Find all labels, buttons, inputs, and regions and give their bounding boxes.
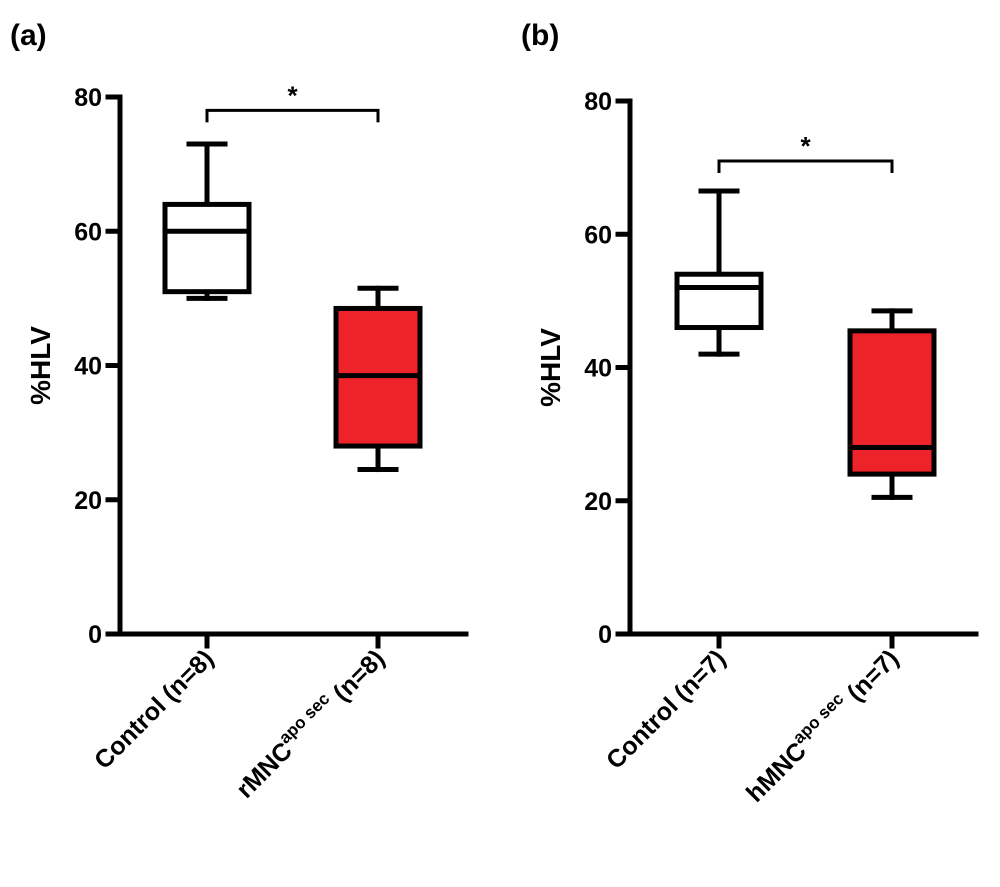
y-tick-label: 20	[74, 487, 102, 515]
x-category-label: Control (n=8)	[89, 644, 219, 774]
box-plot-2	[333, 285, 423, 473]
x-category-label-superscript: apo sec	[789, 689, 847, 747]
x-category-label: Control (n=7)	[601, 644, 731, 774]
x-category-label-main: Control (n=8)	[89, 644, 219, 774]
y-tick-label: 0	[88, 621, 102, 649]
y-tick-label: 80	[74, 84, 102, 112]
y-axis-label: %HLV	[25, 326, 56, 405]
y-tick-label: 80	[584, 88, 612, 116]
x-category-label-main: hMNC	[741, 737, 812, 808]
x-category-label-superscript: apo sec	[275, 689, 333, 747]
box-plot-1	[162, 141, 252, 301]
iqr-box	[847, 328, 937, 477]
panel-label: (a)	[10, 19, 47, 52]
significance-bracket	[205, 108, 380, 123]
box-plot-2	[847, 308, 937, 500]
chart-panel-b: (b) 0 20 40 60 80 %HLV * Control (n=7) hMNCapo se…	[521, 19, 979, 808]
y-axis-label: %HLV	[535, 328, 566, 407]
x-category-label-main: Control (n=7)	[601, 644, 731, 774]
significance-marker: *	[287, 80, 298, 110]
panel-label: (b)	[521, 19, 559, 52]
x-category-label-count: (n=8)	[323, 644, 390, 711]
y-tick-label: 40	[584, 355, 612, 383]
x-category-label-count: (n=7)	[837, 644, 904, 711]
x-category-label: hMNCapo sec (n=7)	[738, 642, 904, 808]
y-tick-label: 40	[74, 353, 102, 381]
y-tick-label: 20	[584, 488, 612, 516]
significance-marker: *	[800, 131, 811, 161]
box-plot-1	[674, 188, 764, 357]
chart-panel-a: (a) 0 20 40 60 80 %HLV * Control (n=8) rMNCapo se…	[10, 19, 469, 804]
y-tick-label: 0	[598, 621, 612, 649]
x-category-label: rMNCapo sec (n=8)	[228, 642, 390, 804]
significance-bracket	[717, 159, 894, 173]
y-tick-label: 60	[74, 218, 102, 246]
y-tick-label: 60	[584, 221, 612, 249]
iqr-box	[162, 201, 252, 295]
iqr-box	[674, 271, 764, 331]
